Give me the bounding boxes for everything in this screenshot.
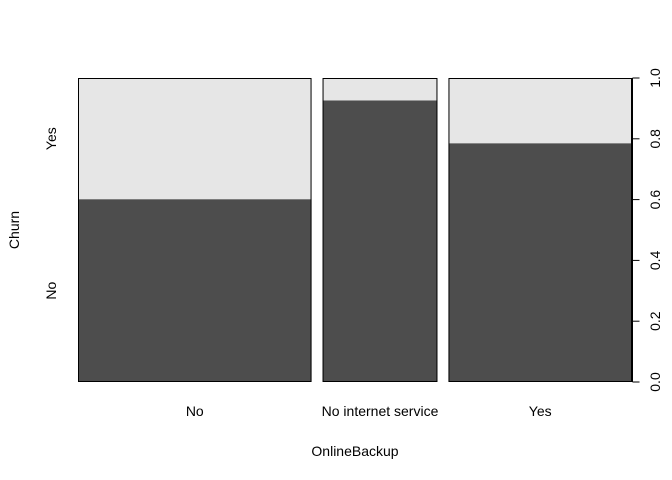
- right-axis-tick-label-2: 0.4: [647, 250, 663, 270]
- y-axis-label: Churn: [6, 211, 22, 249]
- x-axis-label: OnlineBackup: [311, 443, 398, 459]
- x-tick-label-2: Yes: [529, 403, 552, 419]
- y-level-label-1: Yes: [43, 127, 59, 150]
- bar-segment-0-no: [78, 199, 312, 382]
- right-axis-tick-label-1: 0.2: [647, 311, 663, 331]
- bar-outline-0: [78, 78, 312, 382]
- y-level-label-0: No: [43, 281, 59, 299]
- right-y-axis: 0.0 0.2 0.4 0.6 0.8 1.0: [632, 68, 663, 392]
- x-tick-label-0: No: [186, 403, 204, 419]
- bar-segment-1-yes: [322, 78, 438, 101]
- right-axis-tick-label-5: 1.0: [647, 68, 663, 88]
- bar-segment-0-yes: [78, 78, 312, 200]
- bar-outline-2: [448, 78, 632, 382]
- bar-segment-2-no: [448, 143, 632, 382]
- spine-bars: [78, 78, 632, 382]
- bar-outline-1: [322, 78, 438, 382]
- x-tick-labels: No No internet service Yes: [186, 403, 552, 419]
- right-axis-tick-label-3: 0.6: [647, 190, 663, 210]
- bar-segment-2-yes: [448, 78, 632, 144]
- right-axis-tick-label-4: 0.8: [647, 129, 663, 149]
- x-tick-label-1: No internet service: [322, 403, 439, 419]
- y-level-labels: No Yes: [43, 127, 59, 299]
- right-axis-tick-label-0: 0.0: [647, 372, 663, 392]
- bar-segment-1-no: [322, 100, 438, 382]
